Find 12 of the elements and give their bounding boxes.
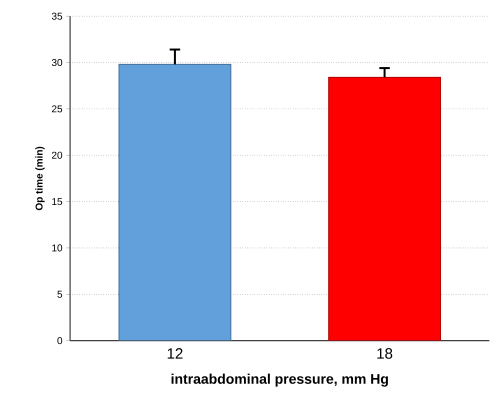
y-tick-label: 25: [52, 105, 62, 113]
y-tick-label: 5: [57, 290, 62, 298]
x-axis-title: intraabdominal pressure, mm Hg: [172, 374, 388, 387]
y-tick-label: 15: [52, 198, 62, 206]
y-tick-label: 35: [52, 12, 62, 20]
y-axis-title: Op time (min): [35, 146, 45, 210]
x-tick-label: 18: [377, 348, 392, 359]
y-tick-label: 30: [52, 59, 62, 66]
y-tick-label: 20: [52, 152, 62, 159]
y-tick-label: 0: [57, 337, 62, 344]
y-tick-label: 10: [52, 244, 62, 252]
x-tick-label: 12: [168, 348, 182, 359]
